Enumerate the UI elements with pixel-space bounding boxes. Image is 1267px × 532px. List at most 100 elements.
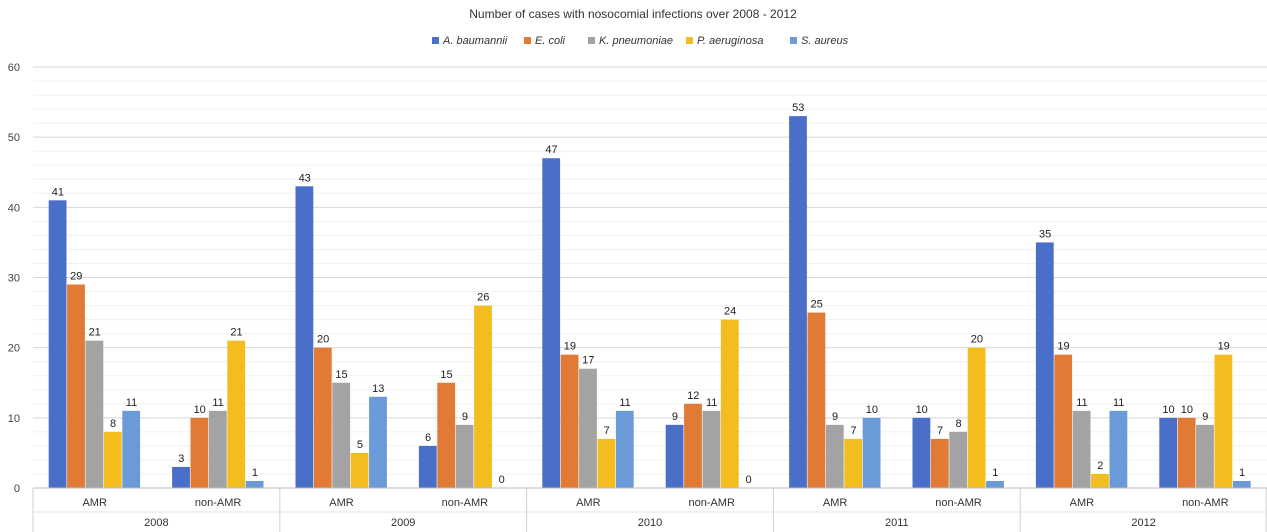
data-label: 8 [955, 418, 961, 430]
x-category-label: AMR [1070, 497, 1095, 509]
x-group-label: 2009 [391, 517, 415, 529]
data-label: 24 [724, 306, 736, 318]
data-label: 19 [1218, 341, 1230, 353]
bar [1109, 410, 1128, 488]
bar [172, 466, 190, 488]
bar [313, 347, 332, 488]
y-tick-label: 60 [8, 62, 20, 74]
bar [369, 396, 387, 488]
bar [542, 158, 561, 488]
x-category-label: non-AMR [1182, 497, 1229, 509]
data-label: 0 [745, 474, 751, 486]
data-label: 12 [687, 390, 699, 402]
bars [48, 116, 1251, 489]
x-group-label: 2012 [1131, 517, 1155, 529]
bar [1159, 417, 1178, 488]
bar [208, 410, 227, 488]
legend-swatch [524, 37, 531, 44]
legend-swatch [790, 37, 797, 44]
data-label: 10 [1162, 404, 1174, 416]
data-label: 19 [564, 341, 576, 353]
bar [85, 340, 104, 488]
bar [1091, 473, 1109, 488]
x-category-label: non-AMR [195, 497, 242, 509]
data-label: 13 [372, 383, 384, 395]
bar [702, 410, 721, 488]
x-group-label: 2010 [638, 517, 662, 529]
bar [103, 431, 122, 488]
bar [949, 431, 968, 488]
y-tick-label: 30 [8, 273, 20, 285]
data-label: 9 [1202, 411, 1208, 423]
data-label: 7 [850, 425, 856, 437]
y-tick-label: 40 [8, 202, 20, 214]
data-label: 1 [1239, 467, 1245, 479]
legend: A. baumannii E. coli K. pneumoniae P. aerug… [432, 35, 849, 47]
bar [930, 438, 949, 488]
data-label: 11 [126, 397, 137, 409]
bar [332, 382, 351, 488]
legend-label: S. aureus [801, 35, 849, 47]
data-labels: 4129218113101121143201551361592604719177… [52, 102, 1245, 486]
x-group-label: 2011 [885, 517, 909, 529]
data-label: 9 [462, 411, 468, 423]
x-category-label: non-AMR [935, 497, 982, 509]
bar [1177, 417, 1196, 488]
bar [579, 368, 597, 488]
data-label: 41 [52, 186, 64, 198]
data-label: 10 [916, 404, 928, 416]
bar [1072, 410, 1091, 488]
bar [615, 410, 634, 488]
x-category-label: AMR [82, 497, 107, 509]
data-label: 9 [832, 411, 838, 423]
legend-swatch [432, 37, 439, 44]
bar [122, 410, 141, 488]
legend-label: A. baumannii [442, 35, 508, 47]
data-label: 11 [619, 397, 630, 409]
bar [350, 452, 369, 488]
x-category-label: AMR [329, 497, 354, 509]
bar [665, 424, 684, 488]
y-tick-label: 0 [14, 483, 20, 495]
data-label: 3 [178, 453, 184, 465]
data-label: 9 [672, 411, 678, 423]
bar [245, 480, 264, 488]
bar [1232, 480, 1251, 488]
legend-swatch [588, 37, 595, 44]
data-label: 47 [545, 144, 557, 156]
data-label: 35 [1039, 228, 1051, 240]
data-label: 0 [499, 474, 505, 486]
legend-label: E. coli [535, 35, 566, 47]
data-label: 15 [335, 369, 347, 381]
bar [807, 312, 826, 488]
bar [597, 438, 616, 488]
bar [1196, 424, 1214, 488]
y-axis: 0 10 20 30 40 50 60 [8, 62, 20, 495]
bar [67, 284, 85, 488]
bar [1035, 242, 1054, 488]
x-category-label: non-AMR [442, 497, 489, 509]
data-label: 10 [194, 404, 206, 416]
data-label: 15 [440, 369, 452, 381]
data-label: 20 [317, 334, 329, 346]
data-label: 8 [110, 418, 116, 430]
bar [862, 417, 881, 488]
data-label: 1 [252, 467, 258, 479]
data-label: 19 [1057, 341, 1069, 353]
x-axis: AMR non-AMR 2008 AMR non-AMR 2009 AMR non-AMR 20… [32, 487, 1267, 532]
legend-label: P. aeruginosa [697, 35, 763, 47]
data-label: 2 [1097, 460, 1103, 472]
bar [418, 445, 437, 488]
data-label: 10 [1181, 404, 1193, 416]
bar [48, 200, 67, 489]
data-label: 25 [811, 299, 823, 311]
data-label: 7 [937, 425, 943, 437]
bar [1214, 354, 1233, 488]
data-label: 11 [1076, 397, 1087, 409]
bar [437, 382, 456, 488]
data-label: 11 [212, 397, 223, 409]
bar [560, 354, 579, 488]
data-label: 10 [866, 404, 878, 416]
x-category-label: AMR [823, 497, 848, 509]
